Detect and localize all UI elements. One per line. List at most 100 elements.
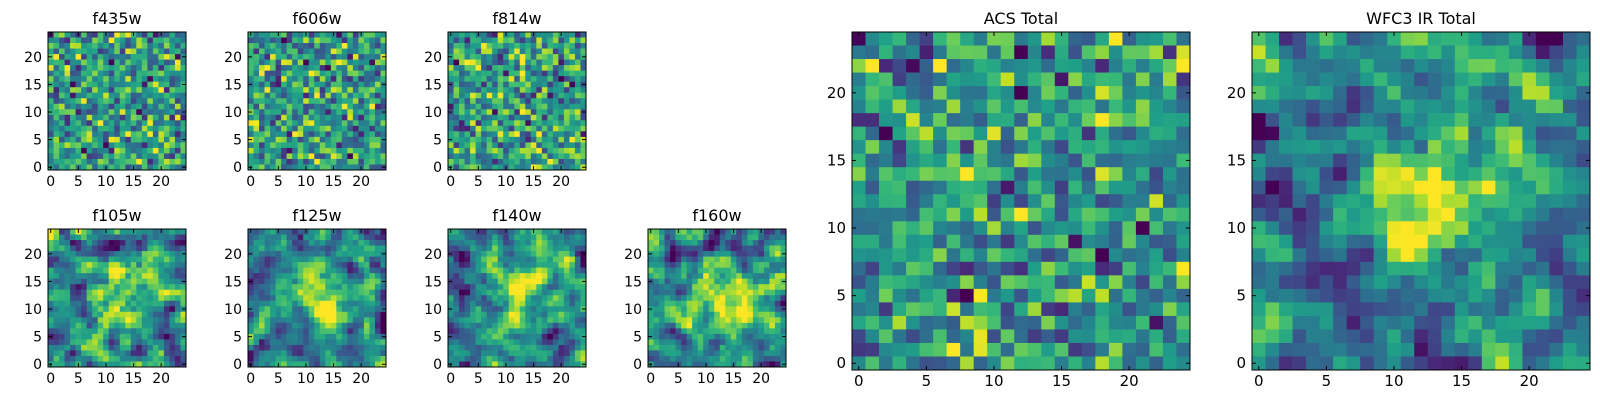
heatmap-cell xyxy=(303,158,310,165)
heatmap-cell xyxy=(270,234,276,241)
heatmap-cell xyxy=(336,158,343,165)
y-tick-label: 20 xyxy=(224,50,242,66)
heatmap-cell xyxy=(81,158,87,165)
heatmap-cell xyxy=(906,234,920,249)
heatmap-cell xyxy=(286,43,293,49)
heatmap-cell xyxy=(1122,153,1137,168)
heatmap-cell xyxy=(569,153,576,160)
heatmap-cell xyxy=(464,98,471,105)
heatmap-cell xyxy=(580,350,587,357)
heatmap-cell xyxy=(492,311,499,318)
heatmap-cell xyxy=(363,289,370,296)
heatmap-cell xyxy=(530,37,537,44)
heatmap-cell xyxy=(308,125,315,132)
heatmap-cell xyxy=(86,81,93,88)
heatmap-cell xyxy=(108,54,115,60)
heatmap-cell xyxy=(270,87,276,94)
heatmap-cell xyxy=(475,109,482,116)
heatmap-cell xyxy=(569,229,576,235)
heatmap-cell xyxy=(692,256,699,263)
heatmap-cell xyxy=(470,284,476,291)
heatmap-cell xyxy=(103,37,110,44)
heatmap-cell xyxy=(358,70,365,77)
heatmap-cell xyxy=(330,92,337,99)
heatmap-cell xyxy=(308,317,315,324)
heatmap-cell xyxy=(319,142,326,149)
heatmap-cell xyxy=(130,344,137,351)
heatmap-cell xyxy=(459,256,465,263)
heatmap-cell xyxy=(286,333,293,340)
heatmap-cell xyxy=(486,109,493,116)
heatmap-cell xyxy=(108,32,115,38)
heatmap-cell xyxy=(719,251,726,257)
heatmap-cell xyxy=(114,32,121,38)
heatmap-cell xyxy=(53,240,60,246)
heatmap-cell xyxy=(59,322,65,329)
heatmap-cell xyxy=(681,322,687,329)
heatmap-cell xyxy=(525,164,532,171)
heatmap-cell xyxy=(675,295,682,302)
heatmap-cell xyxy=(574,300,581,307)
heatmap-cell xyxy=(563,142,570,149)
heatmap-cell xyxy=(141,142,148,149)
heatmap-cell xyxy=(725,339,732,346)
heatmap-cell xyxy=(946,86,961,100)
heatmap-cell xyxy=(470,306,476,313)
heatmap-cell xyxy=(525,98,532,105)
heatmap-cell xyxy=(558,120,565,127)
heatmap-cell xyxy=(130,37,137,44)
heatmap-cell xyxy=(303,87,310,94)
heatmap-cell xyxy=(169,59,176,66)
heatmap-cell xyxy=(1108,194,1123,209)
heatmap-cell xyxy=(497,81,504,88)
heatmap-cell xyxy=(369,262,376,268)
heatmap-cell xyxy=(70,284,76,291)
heatmap-cell xyxy=(1135,126,1150,141)
heatmap-cell xyxy=(481,70,487,77)
heatmap-cell xyxy=(163,311,170,318)
heatmap-cell xyxy=(481,142,487,149)
heatmap-cell xyxy=(330,284,337,291)
heatmap-cell xyxy=(879,126,893,141)
heatmap-cell xyxy=(547,278,554,285)
heatmap-cell xyxy=(119,120,126,127)
heatmap-cell xyxy=(319,333,326,340)
heatmap-cell xyxy=(514,251,521,257)
heatmap-cell xyxy=(514,81,521,88)
heatmap-cell xyxy=(1149,126,1164,141)
heatmap-cell xyxy=(108,361,115,368)
heatmap-cell xyxy=(1027,59,1042,73)
heatmap-cell xyxy=(363,344,370,351)
heatmap-cell xyxy=(653,344,660,351)
heatmap-cell xyxy=(574,328,581,335)
heatmap-cell xyxy=(1027,72,1042,87)
heatmap-cell xyxy=(303,251,310,257)
heatmap-cell xyxy=(558,147,565,154)
heatmap-cell xyxy=(486,32,493,38)
heatmap-cell xyxy=(574,339,581,346)
heatmap-cell xyxy=(363,284,370,291)
heatmap-cell xyxy=(736,229,743,235)
heatmap-cell xyxy=(341,70,348,77)
heatmap-cell xyxy=(536,256,543,263)
heatmap-cell xyxy=(530,142,537,149)
heatmap-cell xyxy=(336,300,343,307)
heatmap-cell xyxy=(64,120,71,127)
heatmap-cell xyxy=(374,355,381,362)
heatmap-cell xyxy=(303,125,310,132)
heatmap-cell xyxy=(530,350,537,357)
heatmap-cell xyxy=(281,251,287,257)
heatmap-cell xyxy=(352,355,359,362)
heatmap-cell xyxy=(325,43,332,49)
heatmap-cell xyxy=(130,273,137,280)
heatmap-cell xyxy=(303,70,310,77)
heatmap-cell xyxy=(486,322,493,329)
heatmap-cell xyxy=(503,300,510,307)
heatmap-cell xyxy=(514,120,521,127)
heatmap-cell xyxy=(719,306,726,313)
heatmap-cell xyxy=(158,245,165,252)
heatmap-cell xyxy=(670,355,676,362)
heatmap-cell xyxy=(75,256,82,263)
